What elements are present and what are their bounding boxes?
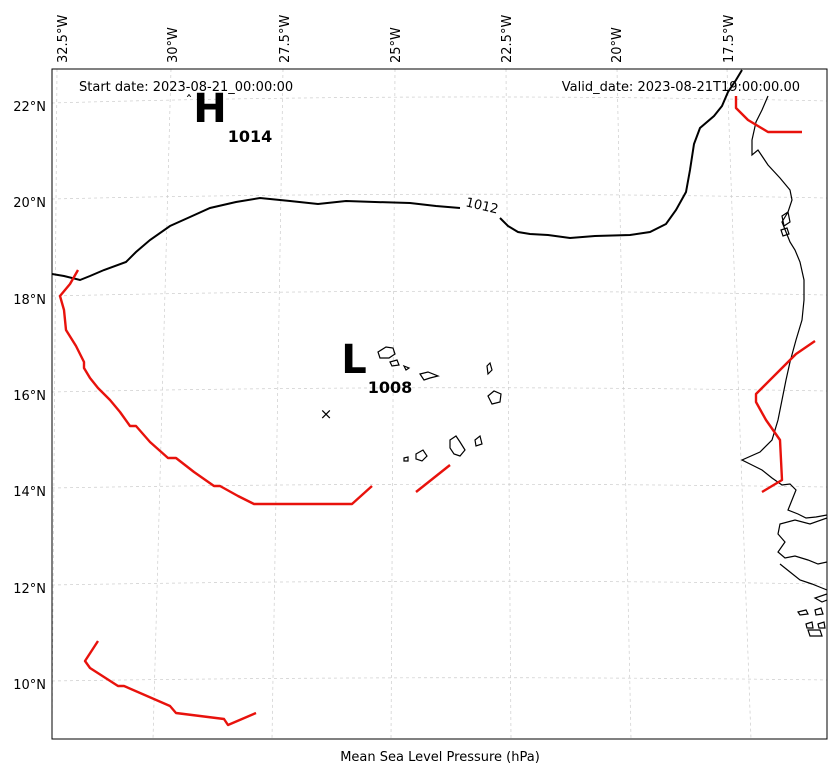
low-pressure-value: 1008 [368,378,413,397]
cape-verde-sao-vicente [389,359,400,367]
cape-verde-brava [403,456,409,462]
lat-label: 10°N [13,678,46,693]
cape-verde-santiago [449,435,466,457]
boundary-coast [754,340,816,494]
cape-verde-fogo [415,449,428,462]
lon-label: 20°W [610,27,625,63]
gridlines [52,69,827,739]
lon-label: 32.5°W [56,15,71,63]
high-pressure-symbol: H [193,86,226,132]
lat-label: 12°N [13,582,46,597]
latitude-labels: 22°N 20°N 18°N 16°N 14°N 12°N 10°N [13,100,46,693]
storm-center-marker: × [320,405,333,423]
coastal-islet-1 [781,211,791,227]
cape-verde-sao-nicolau [419,371,440,381]
cape-verde-santo-antao [377,346,396,359]
boundary-east-islands [415,464,451,493]
low-pressure-symbol: L [341,337,367,383]
africa-coast-north [740,95,827,519]
lat-label: 20°N [13,196,46,211]
boundaries [58,96,816,727]
lat-label: 18°N [13,293,46,308]
cape-verde-santa-luzia [402,364,411,371]
lon-label: 25°W [389,27,404,63]
lat-label: 14°N [13,485,46,500]
lat-label: 16°N [13,389,46,404]
cape-verde-sal [486,361,493,376]
lon-label: 17.5°W [722,15,737,63]
map-frame [51,68,828,740]
isobar-1012 [52,69,743,282]
coastlines [377,95,827,637]
lon-label: 30°W [166,27,181,63]
high-pressure-value: 1014 [228,127,273,146]
lon-label: 27.5°W [278,15,293,63]
boundary-west [58,269,373,506]
longitude-labels: 32.5°W 30°W 27.5°W 25°W 22.5°W 20°W 17.5… [56,15,737,63]
coastal-islet-2 [780,227,790,237]
cape-verde-maio [474,434,483,447]
start-date: Start date: 2023-08-21_00:00:00 [79,80,293,95]
lon-label: 22.5°W [500,15,515,63]
africa-coast-south [777,517,827,603]
boundary-south [83,640,257,727]
cape-verde-boa-vista [487,390,502,405]
boundary-northeast [734,96,802,134]
x-axis-label: Mean Sea Level Pressure (hPa) [340,750,540,765]
contour-label-1012: 1012 [464,195,500,217]
bissagos-islands [797,607,826,637]
lat-label: 22°N [13,100,46,115]
valid-date: Valid_date: 2023-08-21T19:00:00.00 [562,80,800,95]
high-pressure-tick: ˆ [186,94,193,110]
